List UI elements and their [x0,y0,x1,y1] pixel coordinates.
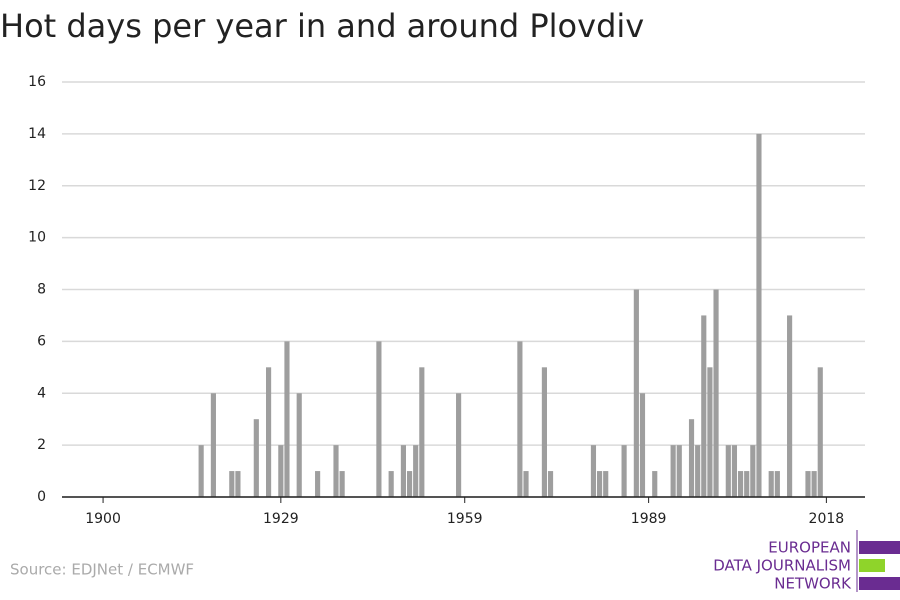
y-tick-label: 10 [28,230,46,246]
bar [284,341,290,497]
bar [419,367,425,497]
bar [811,471,817,497]
bar [688,419,695,497]
bar [253,419,259,497]
bar [603,471,609,497]
x-tick-label: 2018 [809,511,845,527]
y-tick-label: 16 [28,74,46,90]
logo-text: EUROPEAN [768,539,851,557]
bar [278,445,284,497]
bar [737,471,744,497]
bar [333,445,339,497]
bar [198,445,204,497]
bar [376,341,382,497]
bar [756,133,762,497]
y-tick-label: 8 [37,282,46,298]
chart-title: Hot days per year in and around Plovdiv [0,7,644,45]
bar [774,471,780,497]
bar [701,315,707,497]
bar [621,445,627,497]
bar [731,445,738,497]
bar [744,471,750,497]
x-tick-label: 1900 [85,511,121,527]
bar [541,367,547,497]
bar [265,367,272,497]
bar [590,445,597,497]
logo-text: NETWORK [774,575,852,593]
bar [210,393,216,497]
y-tick-label: 12 [28,178,46,194]
x-tick-label: 1929 [263,511,299,527]
bar [817,367,823,497]
bar [633,289,639,497]
bar [547,471,554,497]
x-tick-label: 1959 [447,511,483,527]
bar [676,445,682,497]
logo-bar [859,541,900,554]
y-tick-label: 0 [37,489,46,505]
y-tick-label: 14 [28,126,46,142]
bar [652,471,658,497]
bar [296,393,302,497]
bar [400,445,407,497]
bar [406,471,413,497]
bar [315,471,321,497]
bar [768,471,774,497]
logo-text: DATA JOURNALISM [713,557,851,575]
bar [725,445,731,497]
bar [235,471,241,497]
bar [597,471,603,497]
bar [456,393,462,497]
bar [707,367,713,497]
bar [388,471,394,497]
bar [787,315,793,497]
bar [229,471,235,497]
y-tick-label: 6 [37,333,46,349]
bar [695,445,701,497]
y-tick-label: 4 [37,385,46,401]
bar [750,445,756,497]
source: Source: EDJNet / ECMWF [10,561,194,579]
bar [639,393,646,497]
logo-bar [859,577,900,590]
bar [523,471,529,497]
y-tick-label: 2 [37,437,46,453]
x-tick-label: 1989 [631,511,667,527]
bar [517,341,523,497]
bar [413,445,419,497]
bar [805,471,811,497]
logo-bar [859,559,885,572]
bar [713,289,719,497]
bar [339,471,345,497]
bar [670,445,676,497]
